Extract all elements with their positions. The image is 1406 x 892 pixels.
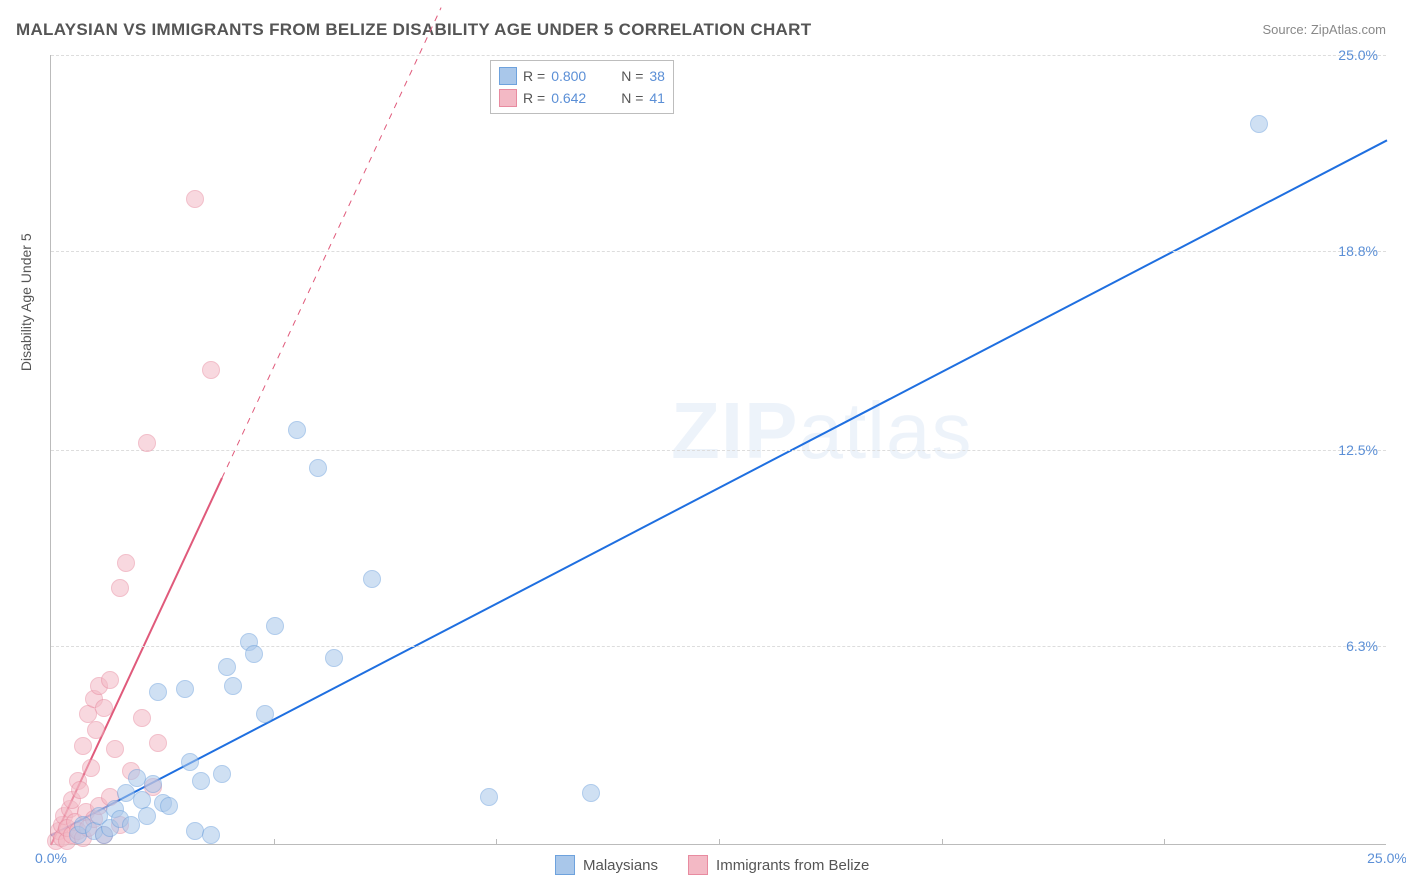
data-point [111, 579, 129, 597]
legend-R-value: 0.642 [551, 87, 601, 109]
legend-R-label: R = [523, 65, 545, 87]
data-point [160, 797, 178, 815]
data-point [122, 816, 140, 834]
data-point [176, 680, 194, 698]
data-point [325, 649, 343, 667]
y-tick-label: 12.5% [1338, 442, 1378, 458]
legend-swatch [499, 89, 517, 107]
legend-stat-row: R = 0.642 N = 41 [499, 87, 665, 109]
trend-line [51, 140, 1387, 835]
legend-swatch [555, 855, 575, 875]
legend-N-label: N = [621, 87, 643, 109]
data-point [288, 421, 306, 439]
legend-series-item: Malaysians [555, 855, 658, 875]
y-axis-label: Disability Age Under 5 [18, 233, 34, 371]
data-point [218, 658, 236, 676]
data-point [95, 699, 113, 717]
data-point [138, 807, 156, 825]
legend-series-label: Malaysians [583, 857, 658, 874]
data-point [363, 570, 381, 588]
legend-R-value: 0.800 [551, 65, 601, 87]
legend-N-value: 38 [649, 65, 665, 87]
data-point [74, 737, 92, 755]
data-point [82, 759, 100, 777]
y-tick-label: 6.3% [1346, 638, 1378, 654]
data-point [106, 740, 124, 758]
source-attribution: Source: ZipAtlas.com [1262, 22, 1386, 37]
data-point [71, 781, 89, 799]
legend-swatch [499, 67, 517, 85]
data-point [186, 190, 204, 208]
x-tick-label: 0.0% [35, 850, 67, 866]
legend-N-value: 41 [649, 87, 665, 109]
data-point [117, 554, 135, 572]
data-point [87, 721, 105, 739]
data-point [480, 788, 498, 806]
gridline-horizontal [51, 55, 1386, 56]
gridline-vertical [496, 839, 497, 845]
gridline-vertical [719, 839, 720, 845]
plot-area: ZIPatlas 6.3%12.5%18.8%25.0%0.0%25.0% [50, 55, 1386, 845]
gridline-horizontal [51, 251, 1386, 252]
data-point [245, 645, 263, 663]
gridline-vertical [274, 839, 275, 845]
gridline-vertical [942, 839, 943, 845]
gridline-horizontal [51, 450, 1386, 451]
data-point [149, 734, 167, 752]
data-point [224, 677, 242, 695]
data-point [181, 753, 199, 771]
data-point [266, 617, 284, 635]
legend-stat-row: R = 0.800 N = 38 [499, 65, 665, 87]
data-point [192, 772, 210, 790]
legend-R-label: R = [523, 87, 545, 109]
chart-title: MALAYSIAN VS IMMIGRANTS FROM BELIZE DISA… [16, 20, 811, 40]
data-point [144, 775, 162, 793]
legend-series-item: Immigrants from Belize [688, 855, 869, 875]
data-point [138, 434, 156, 452]
data-point [1250, 115, 1268, 133]
data-point [202, 361, 220, 379]
trend-line-dashed [222, 8, 441, 478]
legend-N-label: N = [621, 65, 643, 87]
data-point [256, 705, 274, 723]
legend-series-label: Immigrants from Belize [716, 857, 869, 874]
data-point [309, 459, 327, 477]
legend-statistics: R = 0.800 N = 38 R = 0.642 N = 41 [490, 60, 674, 114]
data-point [582, 784, 600, 802]
data-point [133, 709, 151, 727]
data-point [202, 826, 220, 844]
y-tick-label: 25.0% [1338, 47, 1378, 63]
data-point [149, 683, 167, 701]
x-tick-label: 25.0% [1367, 850, 1406, 866]
gridline-vertical [1164, 839, 1165, 845]
y-tick-label: 18.8% [1338, 243, 1378, 259]
legend-swatch [688, 855, 708, 875]
data-point [213, 765, 231, 783]
legend-series: Malaysians Immigrants from Belize [555, 855, 869, 875]
data-point [101, 671, 119, 689]
